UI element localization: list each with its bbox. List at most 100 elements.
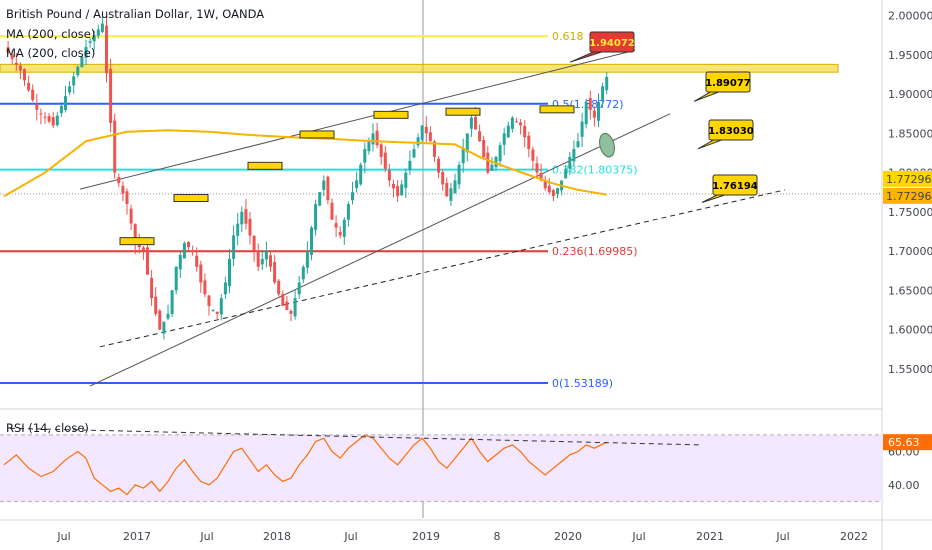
candle-body: [342, 219, 346, 237]
candle-body: [564, 168, 568, 179]
candle-body: [256, 250, 260, 267]
candle-body: [232, 235, 236, 259]
candle-body: [14, 62, 18, 65]
ma-legend-2[interactable]: MA (200, close): [6, 46, 96, 60]
candle-body: [84, 47, 88, 58]
candle-body: [43, 116, 47, 118]
candle-body: [277, 280, 281, 295]
candle-body: [207, 295, 211, 306]
time-tick-label: 2018: [263, 530, 291, 543]
candle-body: [383, 152, 387, 169]
swing-high-marker: [247, 161, 283, 170]
time-tick-label: Jul: [631, 530, 645, 543]
candle-body: [285, 301, 289, 310]
callout-box: [589, 31, 635, 53]
candle-body: [449, 188, 453, 201]
candle-body: [178, 255, 182, 270]
candle-body: [404, 172, 408, 188]
candle-body: [269, 255, 272, 267]
candle-body: [592, 110, 596, 118]
wedge-upper-line: [79, 49, 636, 190]
candle-body: [367, 141, 371, 152]
candle-body: [580, 121, 584, 137]
candle-body: [605, 76, 609, 91]
candle-body: [547, 185, 551, 193]
candle-body: [158, 310, 162, 330]
candle-body: [326, 176, 330, 201]
candle-body: [72, 76, 76, 86]
callout-label-0: 1.94072: [589, 38, 635, 49]
candle-body: [445, 182, 449, 197]
fib-label-2: 0.382(1.80375): [552, 164, 638, 177]
candle-body: [121, 185, 125, 194]
candle-body: [51, 117, 55, 126]
candle-body: [461, 149, 465, 164]
target-ellipse: [599, 132, 615, 158]
candle-body: [510, 117, 514, 129]
swing-high-marker: [445, 107, 481, 116]
candle-body: [64, 96, 67, 110]
price-tag-upper-label: 1.77296: [886, 173, 932, 186]
candle-body: [478, 131, 482, 142]
candle-body: [359, 164, 363, 185]
candle-body: [215, 311, 219, 314]
rsi-trendline: [9, 427, 701, 446]
candle-body: [490, 164, 494, 171]
chart-title: British Pound / Australian Dollar, 1W, O…: [6, 7, 265, 21]
candle-body: [182, 243, 186, 259]
candle-body: [223, 282, 227, 295]
rsi-value-tag: [883, 434, 932, 451]
time-tick-label: 2019: [412, 530, 440, 543]
candle-body: [519, 122, 523, 126]
candle-body: [486, 152, 490, 173]
candle-body: [301, 266, 305, 280]
candle-body: [498, 145, 502, 162]
rsi-band: [0, 434, 882, 502]
candle-body: [379, 144, 383, 157]
swing-high-marker: [539, 105, 575, 114]
ma-legend-1[interactable]: MA (200, close): [6, 27, 96, 41]
candle-body: [154, 296, 158, 314]
candle-body: [305, 251, 309, 268]
candle-body: [420, 125, 424, 140]
candle-body: [39, 113, 43, 115]
candle-body: [387, 170, 391, 181]
swing-markers: [119, 105, 575, 246]
callout-box: [708, 119, 754, 141]
candle-body: [162, 321, 166, 334]
candle-body: [260, 258, 264, 265]
candle-body: [531, 149, 535, 161]
price-tick-label: 2.00000: [888, 10, 932, 23]
candle-body: [27, 82, 31, 91]
candle-body: [170, 290, 174, 314]
candle-body: [465, 133, 469, 153]
price-callouts: 1.94072 1.89077 1.83030 1.76194: [569, 31, 758, 203]
candle-body: [141, 247, 145, 252]
time-tick-label: Jul: [199, 530, 213, 543]
candle-body: [363, 149, 367, 163]
candle-body: [318, 192, 322, 206]
candle-body: [539, 172, 543, 181]
candle-body: [588, 98, 592, 110]
candle-body: [584, 102, 588, 125]
candle-body: [601, 86, 605, 102]
candle-body: [416, 137, 420, 146]
candle-body: [346, 204, 350, 220]
candle-body: [474, 117, 477, 130]
rsi-legend[interactable]: RSI (14, close): [6, 421, 89, 435]
candle-body: [174, 266, 178, 291]
candle-body: [68, 86, 72, 93]
candle-body: [150, 277, 154, 299]
time-tick-label: 8: [494, 530, 501, 543]
support-dashed-line: [99, 189, 786, 348]
candle-body: [355, 180, 359, 189]
candle-body: [10, 55, 14, 59]
candle-body: [437, 158, 441, 173]
candle-body: [146, 247, 149, 275]
candle-body: [187, 242, 190, 248]
candle-body: [351, 192, 354, 201]
candle-body: [412, 149, 416, 158]
